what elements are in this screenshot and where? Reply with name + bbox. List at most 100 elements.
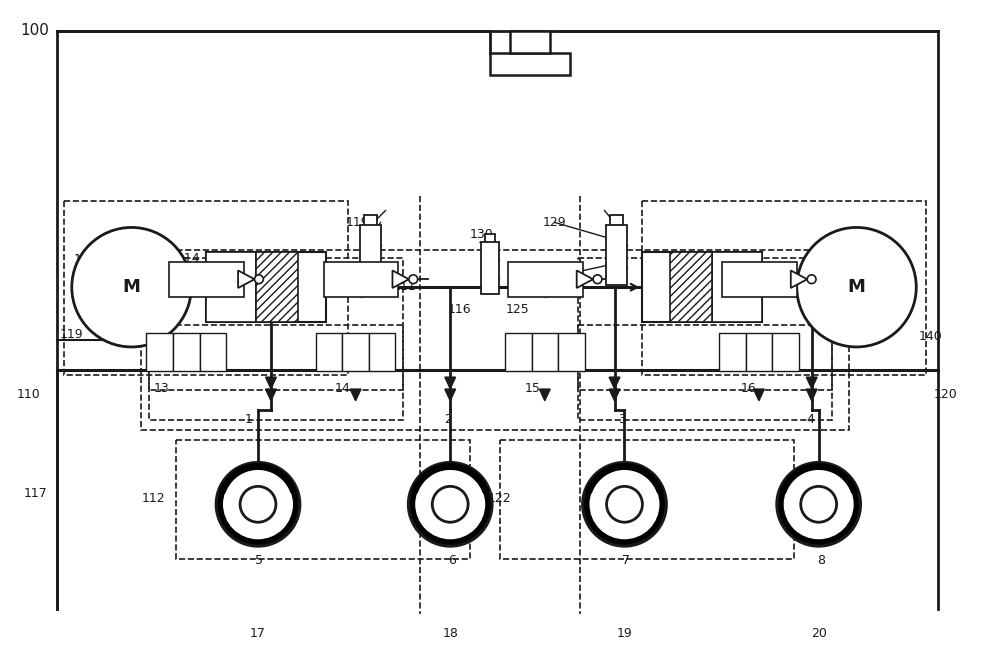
Bar (316, 333, 342, 371)
Bar (578, 325, 832, 390)
Circle shape (784, 470, 853, 539)
Polygon shape (350, 389, 361, 401)
Circle shape (607, 486, 642, 522)
Bar (505, 333, 532, 371)
Circle shape (777, 462, 860, 546)
Bar (176, 440, 470, 559)
Bar (173, 333, 200, 371)
Bar (500, 440, 794, 559)
Circle shape (409, 275, 418, 283)
Bar (532, 333, 558, 371)
Text: 117: 117 (24, 487, 48, 500)
Circle shape (593, 275, 602, 283)
Bar (169, 262, 244, 297)
Circle shape (807, 275, 816, 283)
Bar (578, 259, 832, 419)
Bar (360, 226, 381, 285)
Bar (722, 262, 797, 297)
Text: 124: 124 (717, 253, 741, 265)
Text: 16: 16 (741, 382, 757, 395)
Text: 120: 120 (933, 388, 957, 401)
Bar (206, 253, 256, 322)
Text: 19: 19 (617, 627, 632, 640)
Bar (200, 333, 226, 371)
Bar (324, 262, 398, 297)
Text: 14: 14 (335, 382, 350, 395)
Text: M: M (123, 278, 140, 296)
Text: 113: 113 (74, 253, 97, 267)
Text: M: M (848, 278, 865, 296)
Polygon shape (609, 377, 620, 389)
Text: 4: 4 (807, 413, 815, 425)
Text: 130: 130 (470, 228, 494, 241)
Polygon shape (577, 271, 593, 288)
Text: 9: 9 (173, 268, 181, 281)
Text: 123: 123 (852, 253, 875, 267)
Bar (670, 253, 712, 322)
Bar (206, 253, 326, 322)
Text: 11: 11 (512, 268, 528, 281)
Bar (510, 31, 550, 53)
Bar (256, 253, 298, 322)
Text: 111: 111 (392, 280, 416, 293)
Polygon shape (392, 271, 409, 288)
Polygon shape (806, 377, 817, 389)
Text: 2: 2 (444, 413, 452, 425)
Text: 119: 119 (346, 216, 369, 230)
Circle shape (408, 462, 492, 546)
Bar (369, 333, 395, 371)
Text: 125: 125 (506, 303, 530, 316)
Bar (149, 325, 403, 390)
Text: 15: 15 (525, 382, 541, 395)
Polygon shape (791, 271, 807, 288)
Bar (642, 253, 762, 322)
Text: 3: 3 (619, 413, 626, 425)
Polygon shape (539, 389, 550, 401)
Text: 10: 10 (336, 268, 352, 281)
Circle shape (432, 486, 468, 522)
Bar (558, 333, 585, 371)
Text: 126: 126 (716, 303, 740, 316)
Bar (481, 243, 499, 294)
Bar (342, 333, 369, 371)
Polygon shape (806, 389, 817, 401)
Polygon shape (754, 389, 764, 401)
Bar (149, 259, 403, 419)
Text: 100: 100 (20, 23, 49, 38)
Text: 8: 8 (817, 554, 825, 567)
Polygon shape (266, 377, 276, 389)
Circle shape (583, 462, 666, 546)
Text: 129: 129 (543, 216, 566, 230)
Text: 116: 116 (447, 303, 471, 316)
Polygon shape (266, 389, 276, 401)
Bar (746, 333, 772, 371)
Text: 13: 13 (153, 382, 169, 395)
Text: 1: 1 (245, 413, 253, 425)
Circle shape (801, 486, 837, 522)
Text: 20: 20 (811, 627, 827, 640)
Polygon shape (445, 389, 456, 401)
Text: 140: 140 (918, 330, 942, 343)
Text: 115: 115 (273, 303, 297, 316)
Text: 17: 17 (250, 627, 266, 640)
Bar (606, 226, 627, 285)
Circle shape (590, 470, 659, 539)
Text: 6: 6 (448, 554, 456, 567)
Text: 122: 122 (488, 492, 512, 505)
Circle shape (797, 227, 916, 347)
Bar (364, 216, 377, 227)
Text: 118: 118 (510, 51, 534, 64)
Circle shape (224, 470, 292, 539)
Bar (610, 216, 623, 227)
Circle shape (216, 462, 300, 546)
Text: 12: 12 (728, 268, 744, 281)
Bar (490, 53, 570, 75)
Polygon shape (238, 271, 255, 288)
Bar (508, 262, 583, 297)
Bar (772, 333, 799, 371)
Bar (642, 200, 926, 375)
Text: 121: 121 (545, 280, 568, 293)
Bar (719, 333, 746, 371)
Text: 119: 119 (60, 328, 83, 341)
Circle shape (240, 486, 276, 522)
